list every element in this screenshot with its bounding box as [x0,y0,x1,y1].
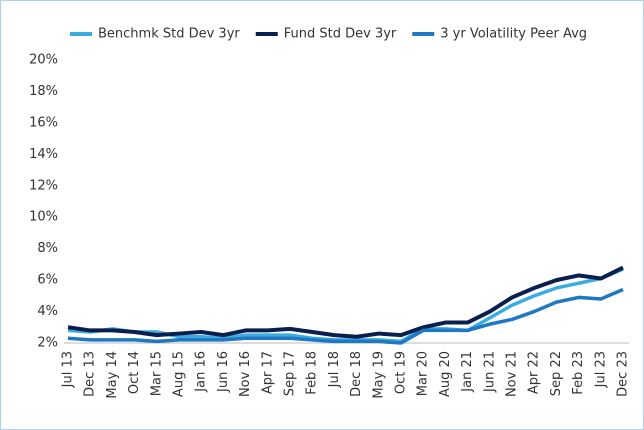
x-tick-label: Jul 18 [327,351,342,388]
y-tick-label: 18% [29,84,58,99]
y-tick-label: 2% [37,336,58,351]
x-tick-label: Nov 21 [505,351,520,397]
x-tick-label: Jun 21 [482,351,497,393]
y-tick-label: 16% [29,115,58,130]
x-tick-label: Feb 23 [571,351,586,395]
y-tick-label: 10% [29,210,58,225]
x-tick-label: Feb 18 [305,351,320,395]
legend-label: Fund Std Dev 3yr [284,27,397,42]
x-tick-label: Sep 22 [549,351,564,396]
x-tick-label: Dec 18 [349,351,364,397]
series-line [67,265,624,339]
x-tick-label: Aug 20 [438,351,453,397]
legend-label: Benchmk Std Dev 3yr [98,27,240,42]
x-tick-label: Mar 15 [149,351,164,396]
x-tick-label: Oct 14 [127,351,142,394]
x-tick-label: Sep 17 [283,351,298,396]
x-tick-label: May 19 [371,351,386,399]
legend-label: 3 yr Volatility Peer Avg [440,27,587,42]
x-tick-label: Jan 16 [194,351,209,393]
x-tick-label: Mar 20 [416,351,431,396]
x-tick-label: Apr 17 [260,351,275,394]
y-tick-label: 12% [29,178,58,193]
y-tick-label: 20% [29,53,58,68]
x-tick-label: Jan 21 [460,351,475,393]
y-tick-label: 4% [37,304,58,319]
x-tick-label: Jun 16 [216,351,231,393]
x-tick-label: Jul 13 [61,351,76,388]
x-tick-label: Oct 19 [394,351,409,394]
x-tick-label: Apr 22 [527,351,542,394]
x-tick-label: Nov 16 [238,351,253,397]
x-tick-label: May 14 [105,351,120,399]
x-tick-label: Aug 15 [172,351,187,397]
y-tick-label: 6% [37,273,58,288]
x-tick-label: Jul 23 [593,351,608,388]
series-line [67,287,624,345]
y-tick-label: 14% [29,147,58,162]
x-tick-label: Dec 23 [616,351,631,397]
x-tick-label: Dec 13 [83,351,98,397]
y-tick-label: 8% [37,241,58,256]
